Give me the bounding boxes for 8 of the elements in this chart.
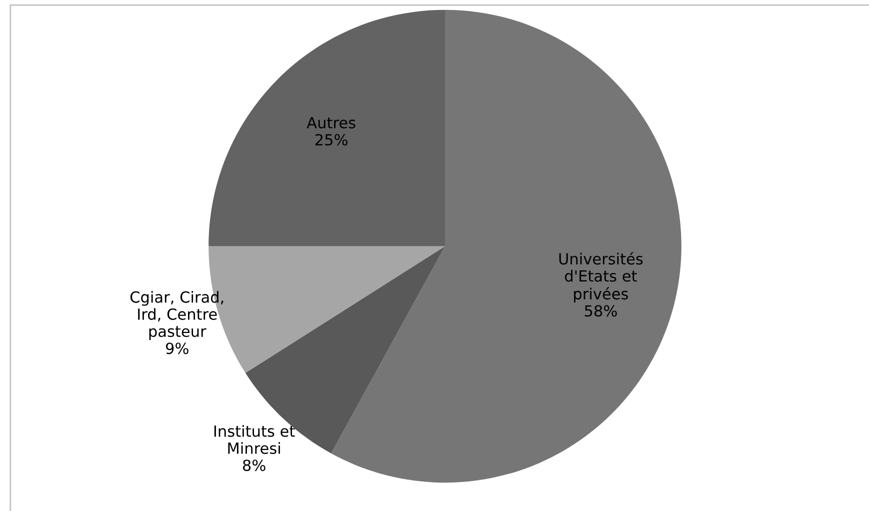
data-label: 9% bbox=[166, 342, 188, 354]
data-label: 8% bbox=[242, 460, 266, 472]
slice-label: Cgiar, Cirad, Ird, Centre pasteur bbox=[130, 291, 224, 340]
data-label: 25% bbox=[315, 134, 348, 146]
slice-label: Universités d'Etats et privées bbox=[559, 252, 643, 303]
slice-label: Instituts et Minresi bbox=[214, 425, 295, 454]
slice-label: Autres bbox=[306, 117, 356, 128]
data-label: 58% bbox=[584, 305, 617, 317]
